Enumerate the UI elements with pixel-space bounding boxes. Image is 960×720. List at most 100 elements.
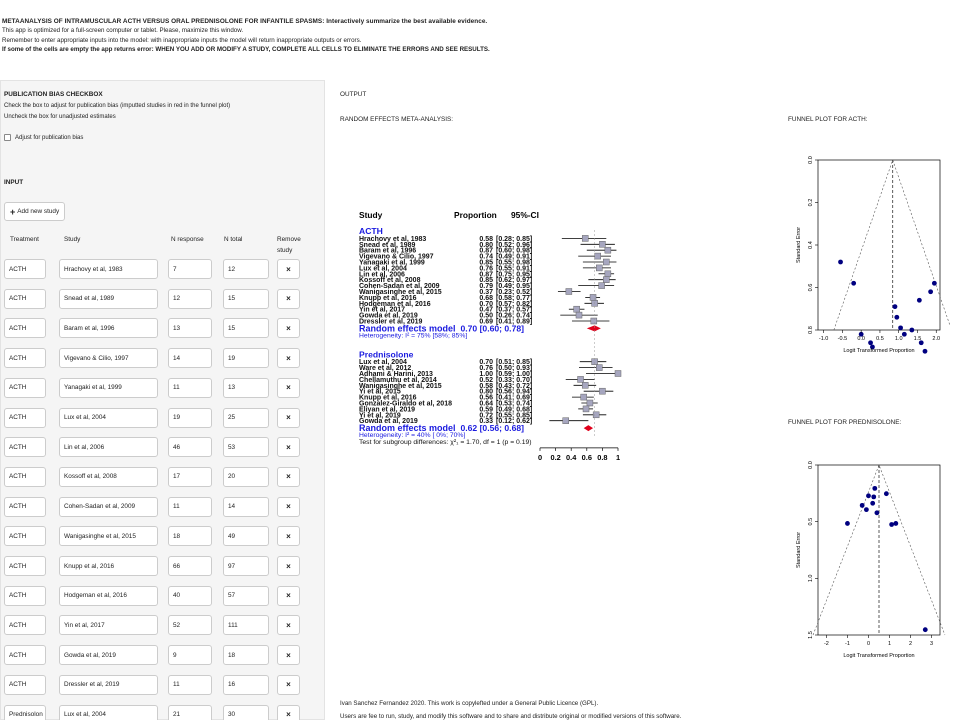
- remove-study-button[interactable]: ×: [277, 585, 300, 606]
- n-response-input[interactable]: 66: [168, 556, 212, 576]
- n-total-input[interactable]: 25: [223, 407, 269, 428]
- n-total-input[interactable]: 12: [223, 259, 269, 279]
- treatment-input[interactable]: ACTH: [4, 585, 46, 606]
- n-total-input[interactable]: 20: [223, 466, 269, 487]
- funnel-plot-prednisolone: -2 -1 0 1 2 3 0.0 0.5 1.0 1.5 Standard Error Logit …: [796, 461, 946, 659]
- treatment-input[interactable]: ACTH: [4, 259, 46, 279]
- remove-study-button[interactable]: ×: [277, 259, 300, 279]
- n-total-input[interactable]: 97: [223, 556, 269, 576]
- treatment-input[interactable]: ACTH: [4, 437, 46, 458]
- remove-study-button[interactable]: ×: [277, 377, 300, 398]
- study-name-input[interactable]: Lin et al, 2006: [59, 437, 158, 458]
- funnel-x-label: Logit Transformed Proportion: [843, 653, 914, 659]
- study-name-input[interactable]: Cohen-Sadan et al, 2009: [59, 496, 158, 517]
- add-study-button[interactable]: + Add new study: [4, 202, 66, 221]
- n-response-input[interactable]: 17: [168, 466, 212, 487]
- remove-study-button[interactable]: ×: [277, 556, 300, 576]
- treatment-input[interactable]: ACTH: [4, 526, 46, 547]
- study-name-input[interactable]: Gowda et al, 2019: [59, 645, 158, 666]
- n-response-input[interactable]: 11: [168, 496, 212, 517]
- treatment-input[interactable]: ACTH: [4, 615, 46, 636]
- treatment-input[interactable]: ACTH: [4, 407, 46, 428]
- study-name-input[interactable]: Baram et al, 1996: [59, 318, 158, 339]
- remove-study-button[interactable]: ×: [277, 674, 300, 695]
- n-total-input[interactable]: 111: [223, 615, 269, 636]
- n-response-input[interactable]: 21: [168, 704, 212, 720]
- treatment-input[interactable]: ACTH: [4, 466, 46, 487]
- funnel-x-tick-label: 2: [909, 641, 912, 647]
- treatment-input[interactable]: ACTH: [4, 496, 46, 517]
- remove-study-button[interactable]: ×: [277, 496, 300, 517]
- n-response-input[interactable]: 18: [168, 526, 212, 547]
- n-response-input[interactable]: 11: [168, 377, 212, 398]
- forest-study-proportion: 0.37: [479, 289, 493, 296]
- publication-bias-checkbox[interactable]: [4, 134, 11, 141]
- treatment-input[interactable]: ACTH: [4, 288, 46, 309]
- forest-study-box: [592, 411, 600, 419]
- n-response-input[interactable]: 13: [168, 318, 212, 339]
- study-name-input[interactable]: Yin et al, 2017: [59, 615, 158, 636]
- forest-group-title: ACTH: [359, 226, 383, 236]
- study-name-input[interactable]: Knupp et al, 2016: [59, 556, 158, 576]
- remove-study-button[interactable]: ×: [277, 437, 300, 458]
- treatment-input[interactable]: ACTH: [4, 348, 46, 369]
- n-response-input[interactable]: 19: [168, 407, 212, 428]
- n-total-input[interactable]: 18: [223, 645, 269, 666]
- forest-x-tick-label: 0.6: [582, 453, 592, 462]
- n-total-input[interactable]: 57: [223, 585, 269, 606]
- plus-icon: +: [10, 206, 16, 217]
- study-name-input[interactable]: Snead et al, 1989: [59, 288, 158, 309]
- treatment-input[interactable]: ACTH: [4, 318, 46, 339]
- n-total-input[interactable]: 30: [223, 704, 269, 720]
- n-response-input[interactable]: 11: [168, 674, 212, 695]
- n-total-input[interactable]: 49: [223, 526, 269, 547]
- remove-study-button[interactable]: ×: [277, 288, 300, 309]
- remove-study-button[interactable]: ×: [277, 645, 300, 666]
- n-total-input[interactable]: 16: [223, 674, 269, 695]
- remove-study-button[interactable]: ×: [277, 348, 300, 369]
- table-row: ACTH Wanigasinghe et al, 2015 18 49 ×: [1, 526, 326, 547]
- n-response-input[interactable]: 9: [168, 645, 212, 666]
- remove-study-button[interactable]: ×: [277, 407, 300, 428]
- n-response-input[interactable]: 46: [168, 437, 212, 458]
- study-name-input[interactable]: Dressler et al, 2019: [59, 674, 158, 695]
- forest-study-proportion: 0.72: [479, 412, 493, 419]
- study-name-input[interactable]: Vigevano & Cilio, 1997: [59, 348, 158, 369]
- forest-study-label: Chellamuthu et al, 2014: [359, 377, 437, 384]
- treatment-input[interactable]: ACTH: [4, 556, 46, 576]
- treatment-input[interactable]: Prednisolon: [4, 704, 46, 720]
- n-total-input[interactable]: 14: [223, 496, 269, 517]
- footer-freedom: Users are fee to run, study, and modify …: [340, 713, 682, 720]
- remove-study-button[interactable]: ×: [277, 318, 300, 339]
- study-name-input[interactable]: Kossoff et al, 2008: [59, 466, 158, 487]
- study-name-input[interactable]: Wanigasinghe et al, 2015: [59, 526, 158, 547]
- publication-bias-checkbox-row[interactable]: Adjust for publication bias: [4, 134, 83, 141]
- study-name-input[interactable]: Lux et al, 2004: [59, 704, 158, 720]
- n-response-input[interactable]: 14: [168, 348, 212, 369]
- study-name-input[interactable]: Hrachovy et al, 1983: [59, 259, 158, 279]
- funnel-x-tick-label: -2: [824, 641, 829, 647]
- remove-study-button[interactable]: ×: [277, 466, 300, 487]
- forest-header-study: Study: [359, 210, 383, 220]
- forest-study-box: [589, 294, 597, 301]
- n-response-input[interactable]: 52: [168, 615, 212, 636]
- forest-study-box: [573, 305, 580, 313]
- n-total-input[interactable]: 19: [223, 348, 269, 369]
- study-name-input[interactable]: Yanagaki et al, 1999: [59, 377, 158, 398]
- n-total-input[interactable]: 15: [223, 318, 269, 339]
- study-name-input[interactable]: Lux et al, 2004: [59, 407, 158, 428]
- remove-study-button[interactable]: ×: [277, 526, 300, 547]
- n-total-input[interactable]: 13: [223, 377, 269, 398]
- n-total-input[interactable]: 53: [223, 437, 269, 458]
- treatment-input[interactable]: ACTH: [4, 674, 46, 695]
- remove-study-button[interactable]: ×: [277, 615, 300, 636]
- n-response-input[interactable]: 40: [168, 585, 212, 606]
- forest-study-box: [596, 264, 603, 272]
- treatment-input[interactable]: ACTH: [4, 377, 46, 398]
- study-name-input[interactable]: Hodgeman et al, 2016: [59, 585, 158, 606]
- n-total-input[interactable]: 15: [223, 288, 269, 309]
- remove-study-button[interactable]: ×: [277, 704, 300, 720]
- treatment-input[interactable]: ACTH: [4, 645, 46, 666]
- n-response-input[interactable]: 7: [168, 259, 212, 279]
- n-response-input[interactable]: 12: [168, 288, 212, 309]
